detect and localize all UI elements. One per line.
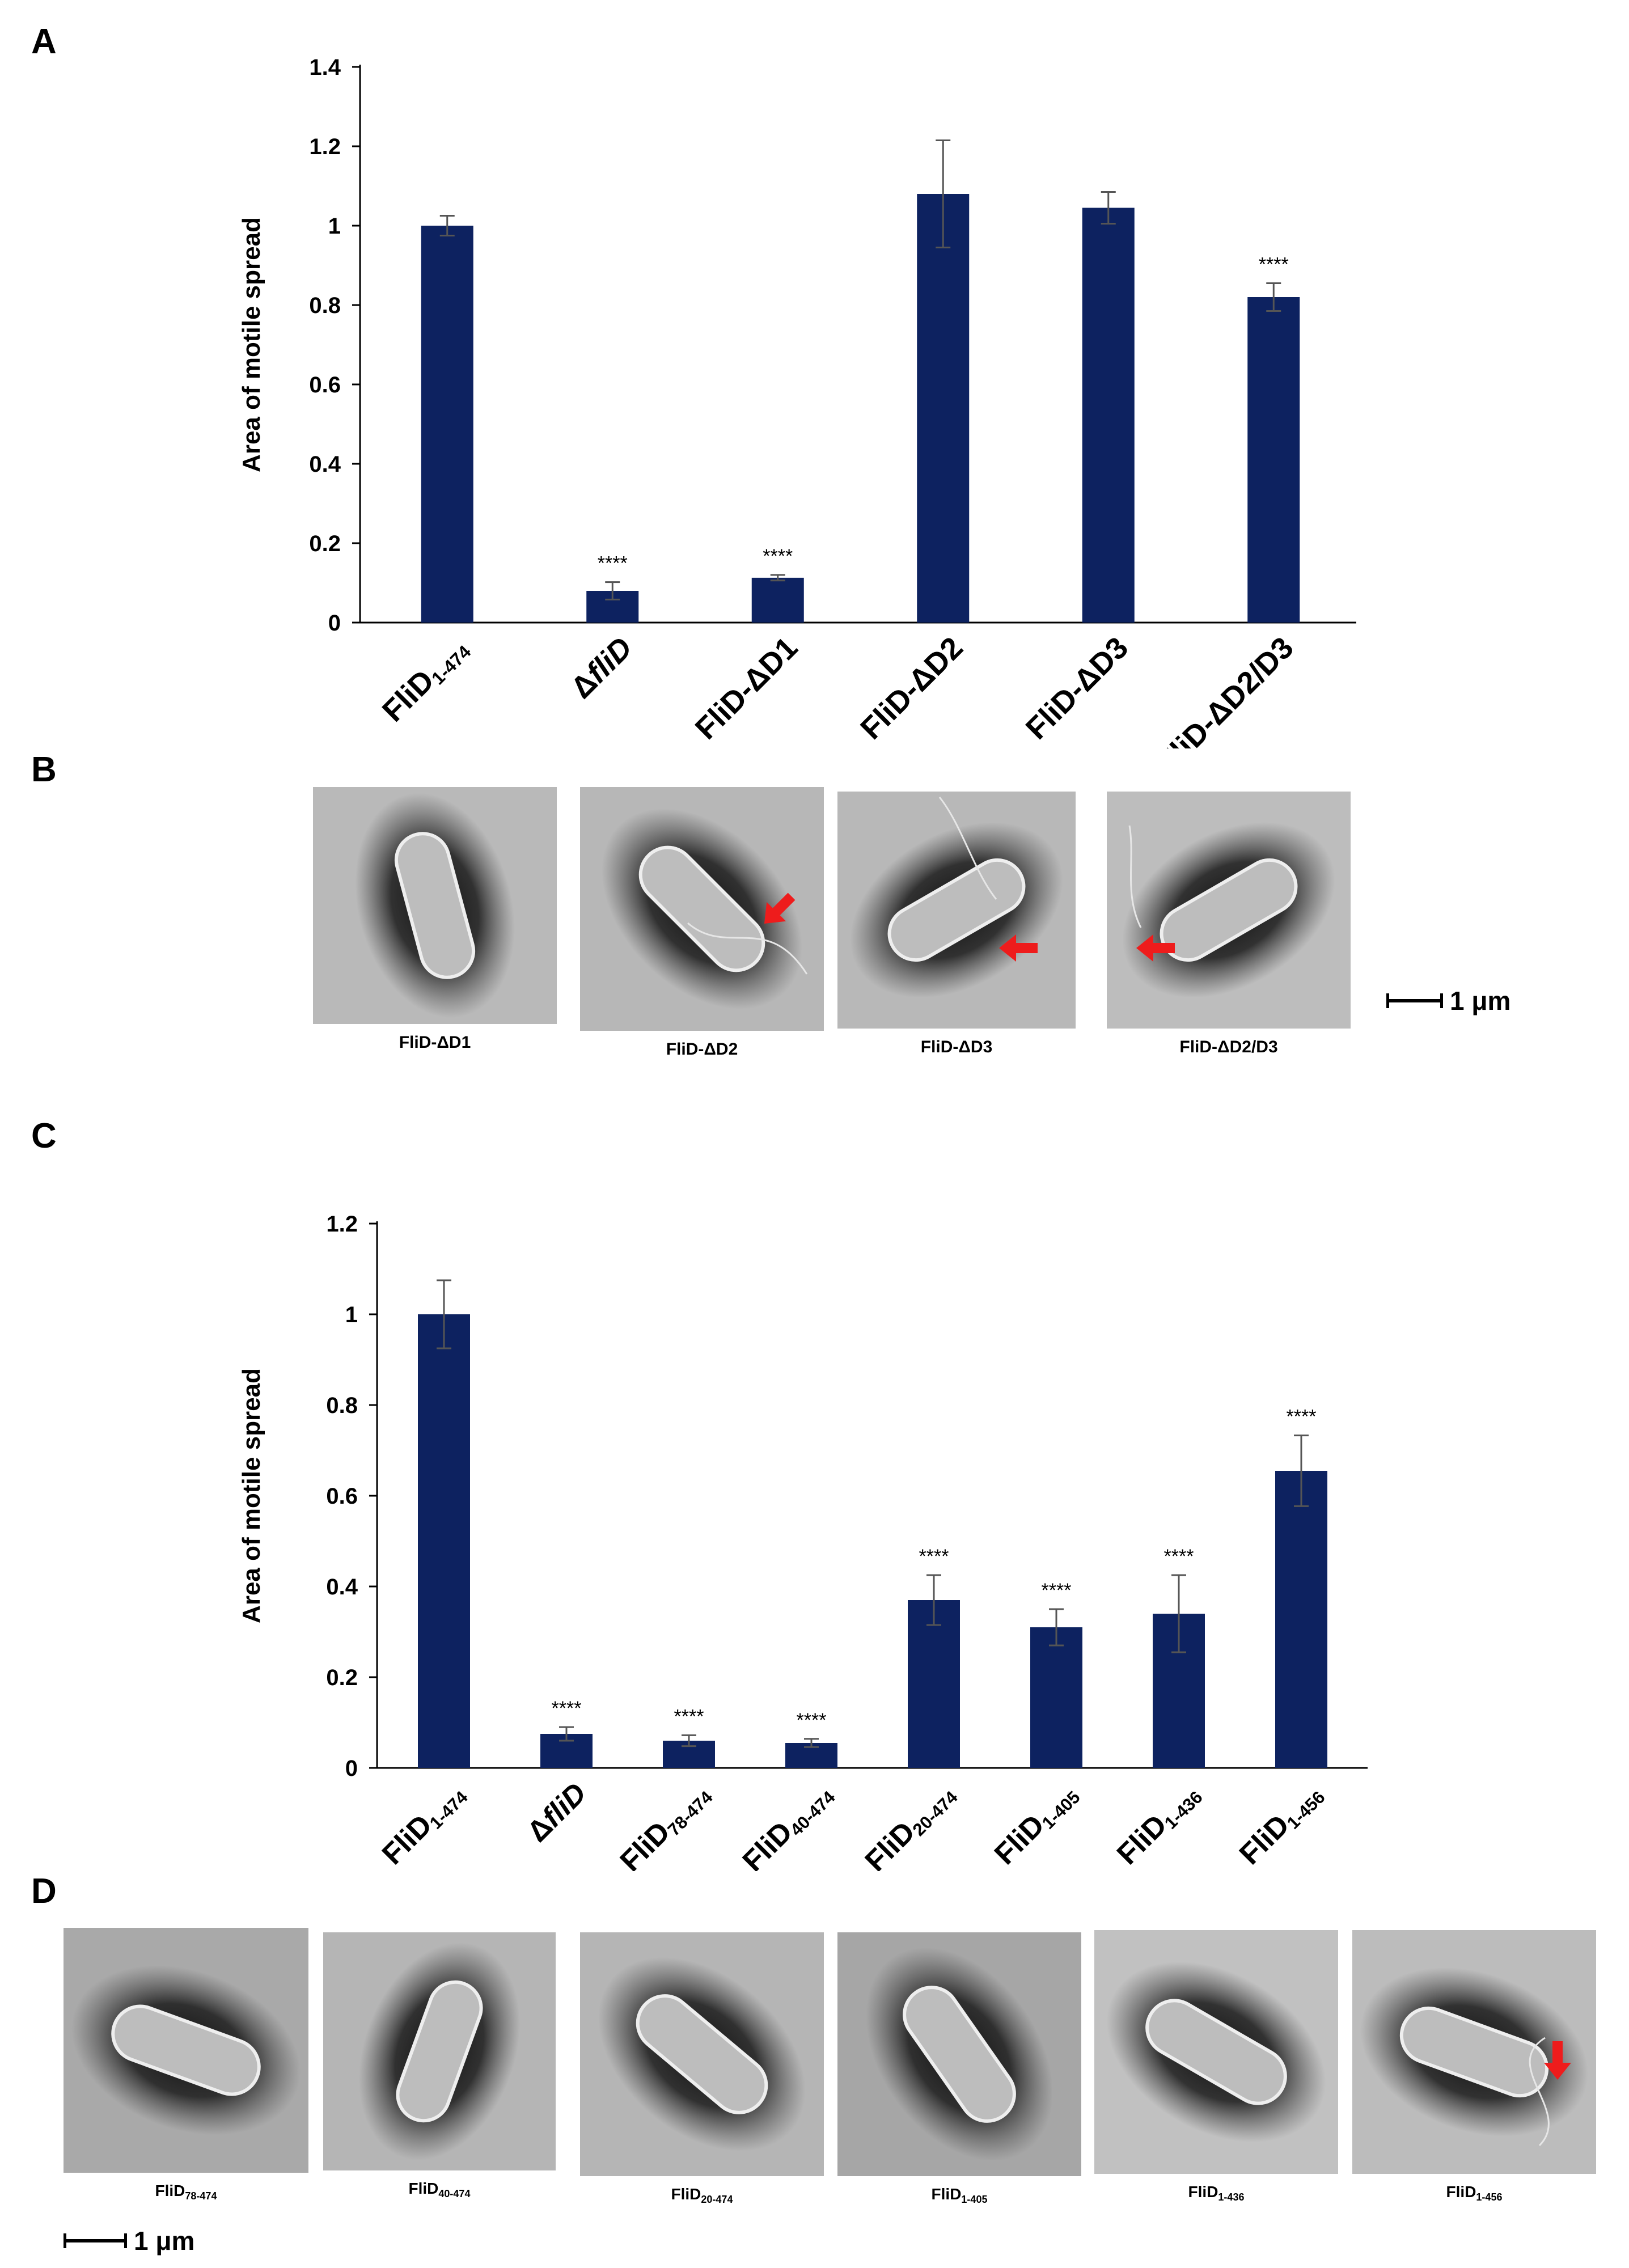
- panel-b-img-4-micrograph: [1107, 792, 1351, 1029]
- chart-c-significance: ****: [552, 1698, 582, 1719]
- panel-d-img-1-cell: [111, 2004, 261, 2096]
- panel-b-img-4-arrow-icon: [1136, 934, 1175, 962]
- panel-d-img-6-label: FliD1-456: [1446, 2183, 1503, 2203]
- panel-b-img-3-flagellum: [938, 797, 997, 900]
- chart-c-category-label: FliD1-405: [988, 1776, 1084, 1871]
- chart-c-significance: ****: [797, 1710, 827, 1731]
- chart-a-y-tick-label: 0.8: [309, 293, 341, 318]
- panel-d-img-1-label: FliD78-474: [155, 2182, 217, 2202]
- panel-b-img-4-label: FliD-ΔD2/D3: [1179, 1038, 1278, 1056]
- panel-b-img-2-cell: [638, 845, 765, 972]
- panel-d-img-2-micrograph: [323, 1932, 556, 2170]
- chart-a-y-tick-label: 0.6: [309, 373, 341, 397]
- chart-c-bar: [1030, 1627, 1082, 1768]
- panel-b-img-1-micrograph: [313, 787, 557, 1024]
- panel-d-img-6-flagellum: [1529, 2037, 1550, 2147]
- panel-d-img-6-arrow-icon: [1544, 2041, 1571, 2080]
- chart-c-category-label: FliD40-474: [737, 1776, 839, 1871]
- panel-d-img-4-micrograph: [837, 1932, 1081, 2176]
- panel-d-img-3-cell: [636, 1994, 768, 2114]
- chart-a-y-tick-label: 1.4: [309, 55, 341, 80]
- panel-b-img-4-flagellum: [1128, 825, 1142, 928]
- chart-c-y-tick-label: 0.2: [326, 1665, 358, 1690]
- chart-a-y-tick-label: 0: [328, 611, 341, 636]
- panel-b-img-3-micrograph: [837, 792, 1076, 1029]
- panel-b-img-2-micrograph: [580, 787, 824, 1031]
- chart-a-y-tick-label: 0.4: [309, 452, 341, 477]
- chart-c-bar: [908, 1600, 960, 1768]
- panel-d-img-6-cell: [1399, 2006, 1549, 2098]
- chart-a-bar: [1082, 208, 1135, 623]
- chart-c-category-label: FliD20-474: [859, 1776, 962, 1871]
- panel-label-a: A: [31, 22, 57, 61]
- chart-c-y-tick-label: 0.6: [326, 1484, 358, 1509]
- panel-b-img-3-arrow-icon: [999, 934, 1038, 962]
- chart-c-category-label: ΔfliD: [521, 1776, 593, 1848]
- chart-a-y-tick-label: 1.2: [309, 134, 341, 159]
- panel-d-img-5-micrograph: [1094, 1930, 1338, 2174]
- panel-d-img-6-micrograph: [1352, 1930, 1596, 2174]
- panel-b-img-3-label: FliD-ΔD3: [920, 1038, 993, 1056]
- panel-d-img-2-label: FliD40-474: [408, 2180, 471, 2199]
- chart-c-y-tick-label: 0: [345, 1756, 358, 1781]
- chart-c-category-label: FliD78-474: [614, 1776, 717, 1871]
- panel-d-img-1-micrograph: [64, 1928, 308, 2173]
- panel-d-img-5-label: FliD1-436: [1188, 2183, 1245, 2203]
- panel-d-img-2-cell: [396, 1980, 483, 2123]
- panel-b-img-1-cell: [394, 832, 476, 979]
- panel-b-img-3-cell: [887, 858, 1026, 962]
- bar-chart-c: 0 0.2 0.4 0.6 0.8 1 1.2 Area of motile spread Fl…: [238, 1212, 1368, 1871]
- scale-bar-b: 1 μm: [1386, 985, 1510, 1016]
- chart-a-bar: [917, 194, 970, 623]
- scale-bar-b-label: 1 μm: [1450, 986, 1511, 1015]
- panel-d-img-4-label: FliD1-405: [931, 2185, 988, 2205]
- panel-d-img-3-micrograph: [580, 1932, 824, 2176]
- chart-c-significance: ****: [919, 1546, 949, 1567]
- chart-a-significance: ****: [763, 545, 793, 567]
- chart-a-y-axis-label: Area of motile spread: [238, 217, 265, 472]
- chart-c-y-tick-label: 0.8: [326, 1393, 358, 1418]
- panel-d-img-5-cell: [1145, 1999, 1287, 2105]
- chart-a-bar: [421, 226, 473, 623]
- chart-c-category-label: FliD1-436: [1111, 1776, 1207, 1871]
- panel-label-b: B: [31, 750, 57, 789]
- chart-a-y-tick-label: 0.2: [309, 531, 341, 556]
- chart-c-significance: ****: [1164, 1546, 1194, 1567]
- panel-d-img-4-cell: [903, 1986, 1016, 2123]
- chart-c-y-tick-label: 1: [345, 1302, 358, 1327]
- chart-c-category-label: FliD1-456: [1233, 1776, 1329, 1871]
- chart-c-significance: ****: [1042, 1580, 1072, 1601]
- panel-b-img-2-arrow-icon: [764, 892, 796, 924]
- chart-a-bar: [1247, 297, 1300, 623]
- scale-bar-d-label: 1 μm: [134, 2226, 195, 2256]
- chart-a-significance: ****: [598, 553, 628, 574]
- panel-label-c: C: [31, 1116, 57, 1156]
- chart-c-category-label: FliD1-474: [376, 1776, 472, 1871]
- scale-bar-d: 1 μm: [64, 2225, 194, 2256]
- panel-d-img-3-label: FliD20-474: [671, 2185, 733, 2205]
- chart-a-bar: [751, 577, 804, 623]
- chart-a-y-tick-label: 1: [328, 214, 341, 239]
- chart-c-y-tick-label: 1.2: [326, 1212, 358, 1237]
- chart-c-y-axis-label: Area of motile spread: [238, 1368, 265, 1623]
- panel-b-img-2-label: FliD-ΔD2: [666, 1040, 738, 1059]
- chart-c-significance: ****: [674, 1706, 704, 1727]
- panel-label-d: D: [31, 1872, 57, 1911]
- chart-c-y-tick-label: 0.4: [326, 1575, 358, 1600]
- panel-b-img-1-label: FliD-ΔD1: [399, 1033, 471, 1052]
- chart-c-bar: [418, 1314, 470, 1768]
- chart-a-significance: ****: [1259, 254, 1289, 276]
- chart-c-bar: [1275, 1471, 1327, 1768]
- bar-chart-a: 0 0.2 0.4 0.6 0.8 1 1.2 1.4 Area of motile sprea…: [238, 55, 1356, 748]
- panel-b-img-2-flagellum: [687, 922, 808, 975]
- chart-c-significance: ****: [1287, 1406, 1317, 1428]
